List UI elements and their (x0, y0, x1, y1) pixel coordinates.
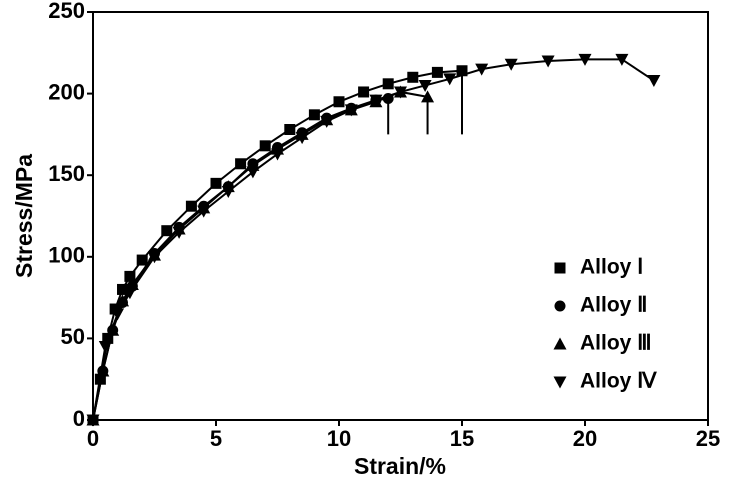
legend-marker (554, 262, 566, 274)
marker (185, 200, 197, 212)
marker (86, 414, 100, 427)
y-tick-label: 100 (48, 243, 85, 268)
marker (456, 65, 468, 77)
legend-label: Alloy Ⅲ (580, 332, 652, 355)
marker (235, 158, 247, 170)
marker (421, 90, 435, 103)
x-tick-label: 0 (87, 426, 99, 451)
y-tick-label: 250 (48, 0, 85, 23)
x-axis-label: Strain/% (354, 453, 446, 479)
x-tick-label: 25 (696, 426, 720, 451)
marker (117, 283, 129, 295)
marker (295, 132, 309, 145)
marker (443, 73, 457, 86)
y-axis-label: Stress/MPa (11, 154, 37, 278)
marker (221, 186, 235, 199)
y-tick-label: 50 (61, 324, 85, 349)
series-line (92, 58, 655, 421)
legend-marker (553, 337, 567, 350)
marker (161, 225, 173, 237)
x-tick-label: 10 (327, 426, 351, 451)
marker (333, 96, 345, 108)
marker (125, 278, 139, 291)
marker (98, 341, 112, 354)
marker (172, 226, 186, 239)
x-tick-label: 15 (450, 426, 474, 451)
marker (615, 53, 629, 66)
marker (111, 308, 125, 321)
marker (394, 86, 407, 99)
marker (320, 115, 334, 128)
legend-label: Alloy Ⅰ (580, 256, 643, 279)
marker (246, 166, 260, 179)
marker (344, 104, 358, 117)
plot-frame (92, 11, 709, 421)
legend-label: Alloy Ⅳ (580, 370, 657, 393)
legend-marker (553, 376, 567, 389)
marker (116, 294, 130, 307)
marker (197, 205, 211, 218)
y-tick-label: 150 (48, 161, 85, 186)
marker (418, 79, 432, 92)
marker (578, 53, 592, 66)
marker (284, 124, 296, 136)
legend-label: Alloy Ⅱ (580, 294, 648, 317)
marker (308, 109, 320, 121)
marker (504, 58, 518, 71)
marker (123, 287, 137, 300)
marker (210, 177, 222, 189)
marker (431, 66, 443, 78)
marker (148, 251, 161, 264)
marker (369, 94, 383, 107)
y-tick-label: 200 (48, 79, 85, 104)
marker (136, 254, 148, 266)
marker (271, 148, 284, 161)
marker (407, 71, 419, 83)
series-line (92, 69, 463, 421)
marker (382, 78, 394, 90)
x-tick-label: 20 (573, 426, 597, 451)
marker (647, 75, 661, 88)
marker (96, 364, 110, 377)
marker (259, 140, 271, 152)
marker (475, 63, 489, 76)
y-tick-label: 0 (73, 406, 85, 431)
marker (124, 270, 136, 282)
marker (541, 55, 555, 68)
x-tick-label: 5 (210, 426, 222, 451)
legend-marker (554, 300, 566, 312)
marker (358, 86, 370, 98)
